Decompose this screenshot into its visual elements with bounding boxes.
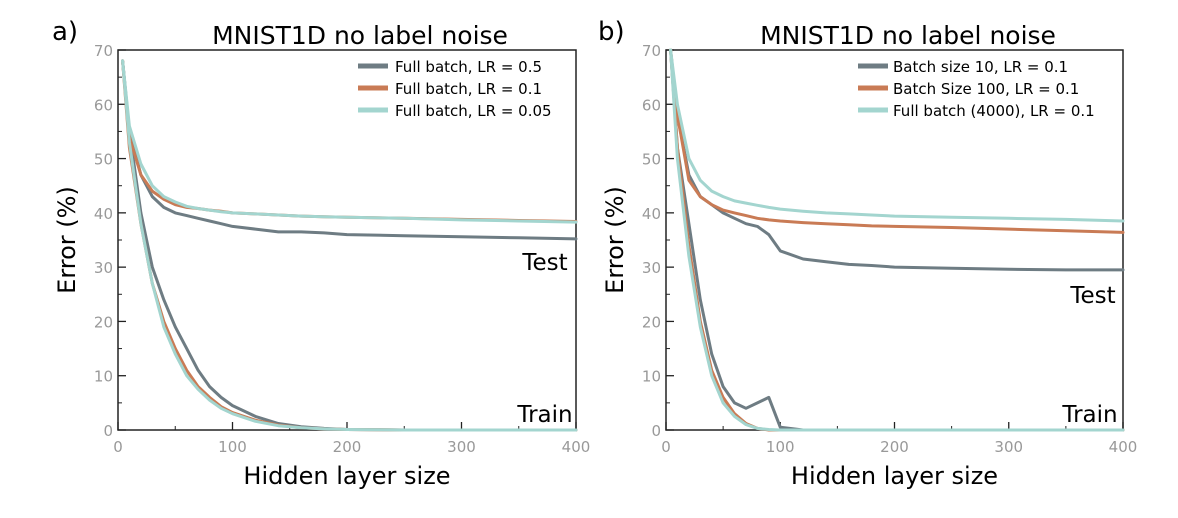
chart-title-0: MNIST1D no label noise (212, 21, 508, 50)
y-axis-label-0: Error (%) (53, 186, 81, 294)
series-0-2-train-line (121, 59, 578, 432)
series-0-0-test-line (121, 59, 578, 241)
legend-label-0-2: Full batch, LR = 0.05 (395, 102, 552, 120)
y-tick-label-1-2: 20 (642, 313, 661, 331)
legend-label-1-2: Full batch (4000), LR = 0.1 (893, 102, 1095, 120)
legend-label-0-0: Full batch, LR = 0.5 (395, 58, 542, 76)
y-tick-label-1-1: 10 (642, 368, 661, 386)
x-tick-label-0-4: 400 (562, 438, 591, 456)
panel-label-0: a) (52, 17, 78, 47)
legend-label-1-1: Batch Size 100, LR = 0.1 (893, 80, 1079, 98)
x-tick-label-0-0: 0 (113, 438, 123, 456)
y-tick-label-0-7: 70 (94, 42, 113, 60)
x-tick-label-1-2: 200 (880, 438, 909, 456)
series-1-2-test-line (669, 48, 1125, 223)
y-tick-label-0-2: 20 (94, 313, 113, 331)
legend-label-1-0: Batch size 10, LR = 0.1 (893, 58, 1068, 76)
x-axis-label-1: Hidden layer size (791, 462, 998, 490)
x-tick-label-1-4: 400 (1109, 438, 1138, 456)
series-1-2-train-line (669, 48, 1125, 432)
y-tick-label-0-1: 10 (94, 368, 113, 386)
series-1-1-test-line (669, 48, 1125, 234)
y-tick-label-1-6: 60 (642, 96, 661, 114)
annotation-test-1: Test (1069, 283, 1115, 309)
y-tick-label-1-5: 50 (642, 151, 661, 169)
y-tick-label-1-0: 0 (651, 422, 661, 440)
annotation-train-1: Train (1061, 402, 1117, 428)
y-tick-label-0-0: 0 (103, 422, 113, 440)
annotation-train-0: Train (516, 402, 572, 428)
y-tick-label-0-3: 30 (94, 259, 113, 277)
y-tick-label-1-3: 30 (642, 259, 661, 277)
annotation-test-0: Test (521, 250, 567, 276)
x-tick-label-0-2: 200 (333, 438, 362, 456)
legend-label-0-1: Full batch, LR = 0.1 (395, 80, 542, 98)
panel-label-1: b) (598, 17, 625, 47)
x-tick-label-0-1: 100 (218, 438, 247, 456)
x-tick-label-1-0: 0 (661, 438, 671, 456)
y-tick-label-1-7: 70 (642, 42, 661, 60)
series-0-2-test-line (121, 59, 578, 224)
y-tick-label-0-5: 50 (94, 151, 113, 169)
y-tick-label-0-6: 60 (94, 96, 113, 114)
chart-title-1: MNIST1D no label noise (760, 21, 1056, 50)
x-tick-label-1-1: 100 (766, 438, 795, 456)
x-tick-label-0-3: 300 (447, 438, 476, 456)
y-axis-label-1: Error (%) (601, 186, 629, 294)
y-tick-label-0-4: 40 (94, 205, 113, 223)
y-tick-label-1-4: 40 (642, 205, 661, 223)
x-axis-label-0: Hidden layer size (243, 462, 450, 490)
x-tick-label-1-3: 300 (994, 438, 1023, 456)
